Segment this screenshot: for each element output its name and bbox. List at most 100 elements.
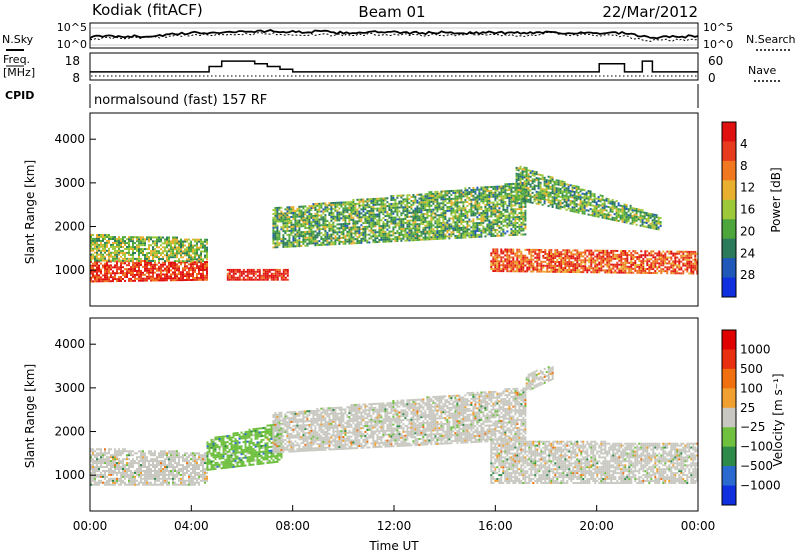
heat-cell <box>168 238 170 241</box>
heat-cell <box>136 259 138 262</box>
heat-cell <box>662 262 665 265</box>
heat-cell <box>436 214 439 217</box>
heat-cell <box>372 215 375 218</box>
heat-cell <box>332 223 335 226</box>
heat-cell <box>340 213 343 216</box>
heat-cell <box>428 220 431 223</box>
heat-cell <box>472 190 475 193</box>
heat-cell <box>522 254 525 257</box>
heat-cell <box>598 263 601 266</box>
heat-cell <box>340 233 343 236</box>
heat-cell <box>138 262 140 265</box>
heat-cell <box>502 228 505 231</box>
heat-cell <box>535 196 538 199</box>
heat-cell <box>480 208 483 211</box>
heat-cell <box>380 203 383 206</box>
heat-cell <box>262 268 265 271</box>
heat-cell <box>508 222 511 225</box>
heat-cell <box>348 218 351 221</box>
heat-cell <box>574 249 577 252</box>
heat-cell <box>290 206 293 209</box>
heat-cell <box>398 236 401 238</box>
heat-cell <box>368 225 371 228</box>
heat-cell <box>575 209 578 212</box>
heat-cell <box>626 267 629 270</box>
heat-cell <box>206 268 208 271</box>
heat-cell <box>392 238 395 241</box>
heat-cell <box>420 217 423 220</box>
heat-cell <box>520 268 523 271</box>
heat-cell <box>557 205 560 208</box>
heat-cell <box>106 268 108 271</box>
heat-cell <box>196 244 198 247</box>
heat-cell <box>432 234 435 237</box>
heat-cell <box>324 220 327 223</box>
heat-cell <box>592 267 595 270</box>
heat-cell <box>422 199 425 202</box>
heat-cell <box>150 277 152 280</box>
heat-cell <box>96 255 98 258</box>
heat-cell <box>158 246 160 249</box>
heat-cell <box>368 233 371 236</box>
heat-cell <box>378 229 381 232</box>
heat-cell <box>412 223 415 226</box>
heat-cell <box>518 219 521 222</box>
heat-cell <box>512 182 515 185</box>
heat-cell <box>438 204 441 207</box>
heat-cell <box>350 232 353 235</box>
heat-cell <box>184 250 186 253</box>
heat-cell <box>128 238 130 241</box>
heat-cell <box>506 264 509 267</box>
heat-cell <box>420 197 423 200</box>
heat-cell <box>338 231 341 234</box>
heat-cell <box>398 206 401 209</box>
heat-cell <box>176 275 178 278</box>
heat-cell <box>630 252 633 255</box>
heat-cell <box>694 250 697 253</box>
heat-cell <box>656 266 659 269</box>
heat-cell <box>316 208 319 211</box>
heat-cell <box>96 274 98 277</box>
heat-cell <box>128 277 130 280</box>
heat-cell <box>506 218 509 221</box>
heat-cell <box>515 188 518 191</box>
heat-cell <box>610 263 613 266</box>
heat-cell <box>412 194 415 196</box>
heat-cell <box>524 192 527 195</box>
heat-cell <box>160 240 162 243</box>
heat-cell <box>394 226 397 229</box>
heat-cell <box>282 234 285 237</box>
heat-cell <box>438 220 441 223</box>
heat-cell <box>356 222 359 225</box>
heat-cell <box>336 217 339 220</box>
heat-cell <box>118 242 120 244</box>
heat-cell <box>148 271 150 274</box>
heat-cell <box>130 236 132 239</box>
heat-cell <box>354 206 357 209</box>
date-title: 22/Mar/2012 <box>602 3 698 21</box>
heat-cell <box>504 193 507 196</box>
heat-cell <box>541 196 544 198</box>
heat-cell <box>392 202 395 205</box>
heat-cell <box>202 276 204 279</box>
heat-cell <box>579 188 582 191</box>
heat-cell <box>250 270 253 273</box>
heat-cell <box>374 199 377 202</box>
heat-cell <box>502 270 505 273</box>
heat-cell <box>270 276 273 279</box>
heat-cell <box>416 239 419 241</box>
heat-cell <box>414 207 417 210</box>
heat-cell <box>577 209 580 212</box>
heat-cell <box>350 209 353 211</box>
heat-cell <box>278 220 281 223</box>
heat-cell <box>592 261 595 264</box>
heat-cell <box>202 270 204 273</box>
heat-cell <box>430 214 433 217</box>
heat-cell <box>583 208 586 211</box>
heat-cell <box>496 266 499 269</box>
heat-cell <box>516 214 519 217</box>
heat-cell <box>570 257 573 260</box>
heat-cell <box>128 253 130 256</box>
heat-cell <box>592 253 595 256</box>
heat-cell <box>246 270 249 273</box>
